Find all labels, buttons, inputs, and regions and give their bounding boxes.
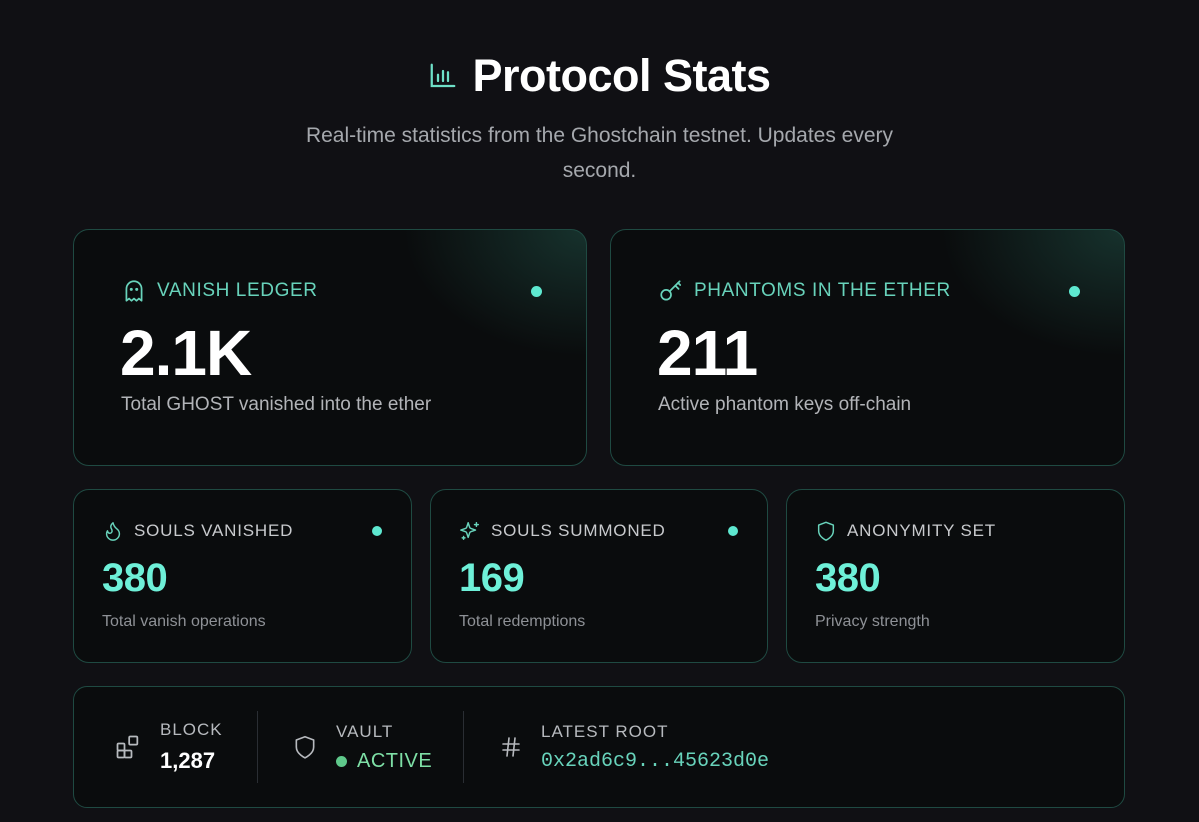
card-label-row: VANISH LEDGER bbox=[121, 278, 318, 304]
souls-vanished-card: SOULS VANISHED 380 Total vanish operatio… bbox=[73, 489, 412, 663]
card-description: Privacy strength bbox=[815, 613, 930, 630]
divider bbox=[257, 711, 258, 783]
divider bbox=[463, 711, 464, 783]
card-value: 380 bbox=[815, 556, 881, 600]
card-value: 211 bbox=[657, 317, 758, 389]
card-value: 2.1K bbox=[120, 317, 252, 389]
title-row: Protocol Stats bbox=[0, 50, 1199, 102]
card-description: Total redemptions bbox=[459, 613, 586, 630]
page-header: Protocol Stats Real-time statistics from… bbox=[0, 50, 1199, 188]
blocks-icon bbox=[114, 733, 142, 761]
card-label: ANONYMITY SET bbox=[847, 521, 996, 540]
shield-icon bbox=[815, 520, 837, 542]
card-value: 380 bbox=[102, 556, 168, 600]
card-label: VANISH LEDGER bbox=[157, 280, 318, 301]
souls-summoned-card: SOULS SUMMONED 169 Total redemptions bbox=[430, 489, 768, 663]
flame-icon bbox=[102, 520, 124, 542]
latest-root-status: LATEST ROOT 0x2ad6c9...45623d0e bbox=[499, 687, 769, 807]
page-subtitle: Real-time statistics from the Ghostchain… bbox=[305, 124, 894, 182]
card-label-row: PHANTOMS IN THE ETHER bbox=[658, 278, 951, 304]
vault-active-badge: ACTIVE bbox=[336, 750, 432, 773]
card-label: SOULS SUMMONED bbox=[491, 521, 666, 540]
root-label: LATEST ROOT bbox=[541, 721, 669, 741]
bar-chart-icon bbox=[428, 61, 458, 91]
vault-status: VAULT ACTIVE bbox=[292, 687, 432, 807]
card-description: Total GHOST vanished into the ether bbox=[121, 394, 432, 415]
block-number: 1,287 bbox=[160, 748, 216, 773]
key-icon bbox=[658, 278, 684, 304]
live-indicator-dot bbox=[728, 526, 738, 536]
vault-text: VAULT ACTIVE bbox=[336, 722, 432, 773]
page-title: Protocol Stats bbox=[472, 50, 771, 101]
vault-status-text: ACTIVE bbox=[357, 749, 433, 772]
ghost-icon bbox=[121, 278, 147, 304]
sparkles-icon bbox=[459, 520, 481, 542]
hash-icon bbox=[499, 735, 523, 759]
root-hash[interactable]: 0x2ad6c9...45623d0e bbox=[541, 749, 770, 773]
block-status: BLOCK 1,287 bbox=[114, 687, 223, 807]
card-label-row: ANONYMITY SET bbox=[815, 520, 996, 542]
block-text: BLOCK 1,287 bbox=[160, 720, 223, 774]
card-label-row: SOULS VANISHED bbox=[102, 520, 293, 542]
network-status-bar: BLOCK 1,287 VAULT ACTIVE bbox=[73, 686, 1125, 808]
root-text: LATEST ROOT 0x2ad6c9...45623d0e bbox=[541, 722, 769, 773]
anonymity-set-card: ANONYMITY SET 380 Privacy strength bbox=[786, 489, 1125, 663]
card-label-row: SOULS SUMMONED bbox=[459, 520, 666, 542]
shield-icon bbox=[292, 734, 318, 760]
vanish-ledger-card: VANISH LEDGER 2.1K Total GHOST vanished … bbox=[73, 229, 587, 466]
live-indicator-dot bbox=[1069, 286, 1080, 297]
card-label: SOULS VANISHED bbox=[134, 521, 294, 540]
active-dot bbox=[336, 755, 347, 767]
live-indicator-dot bbox=[372, 526, 382, 536]
card-value: 169 bbox=[459, 556, 525, 600]
card-description: Active phantom keys off-chain bbox=[658, 394, 912, 415]
card-description: Total vanish operations bbox=[102, 613, 266, 630]
phantoms-card: PHANTOMS IN THE ETHER 211 Active phantom… bbox=[610, 229, 1125, 466]
card-label: PHANTOMS IN THE ETHER bbox=[694, 280, 951, 301]
live-indicator-dot bbox=[531, 286, 542, 297]
block-label: BLOCK bbox=[160, 720, 223, 739]
vault-label: VAULT bbox=[336, 721, 394, 741]
